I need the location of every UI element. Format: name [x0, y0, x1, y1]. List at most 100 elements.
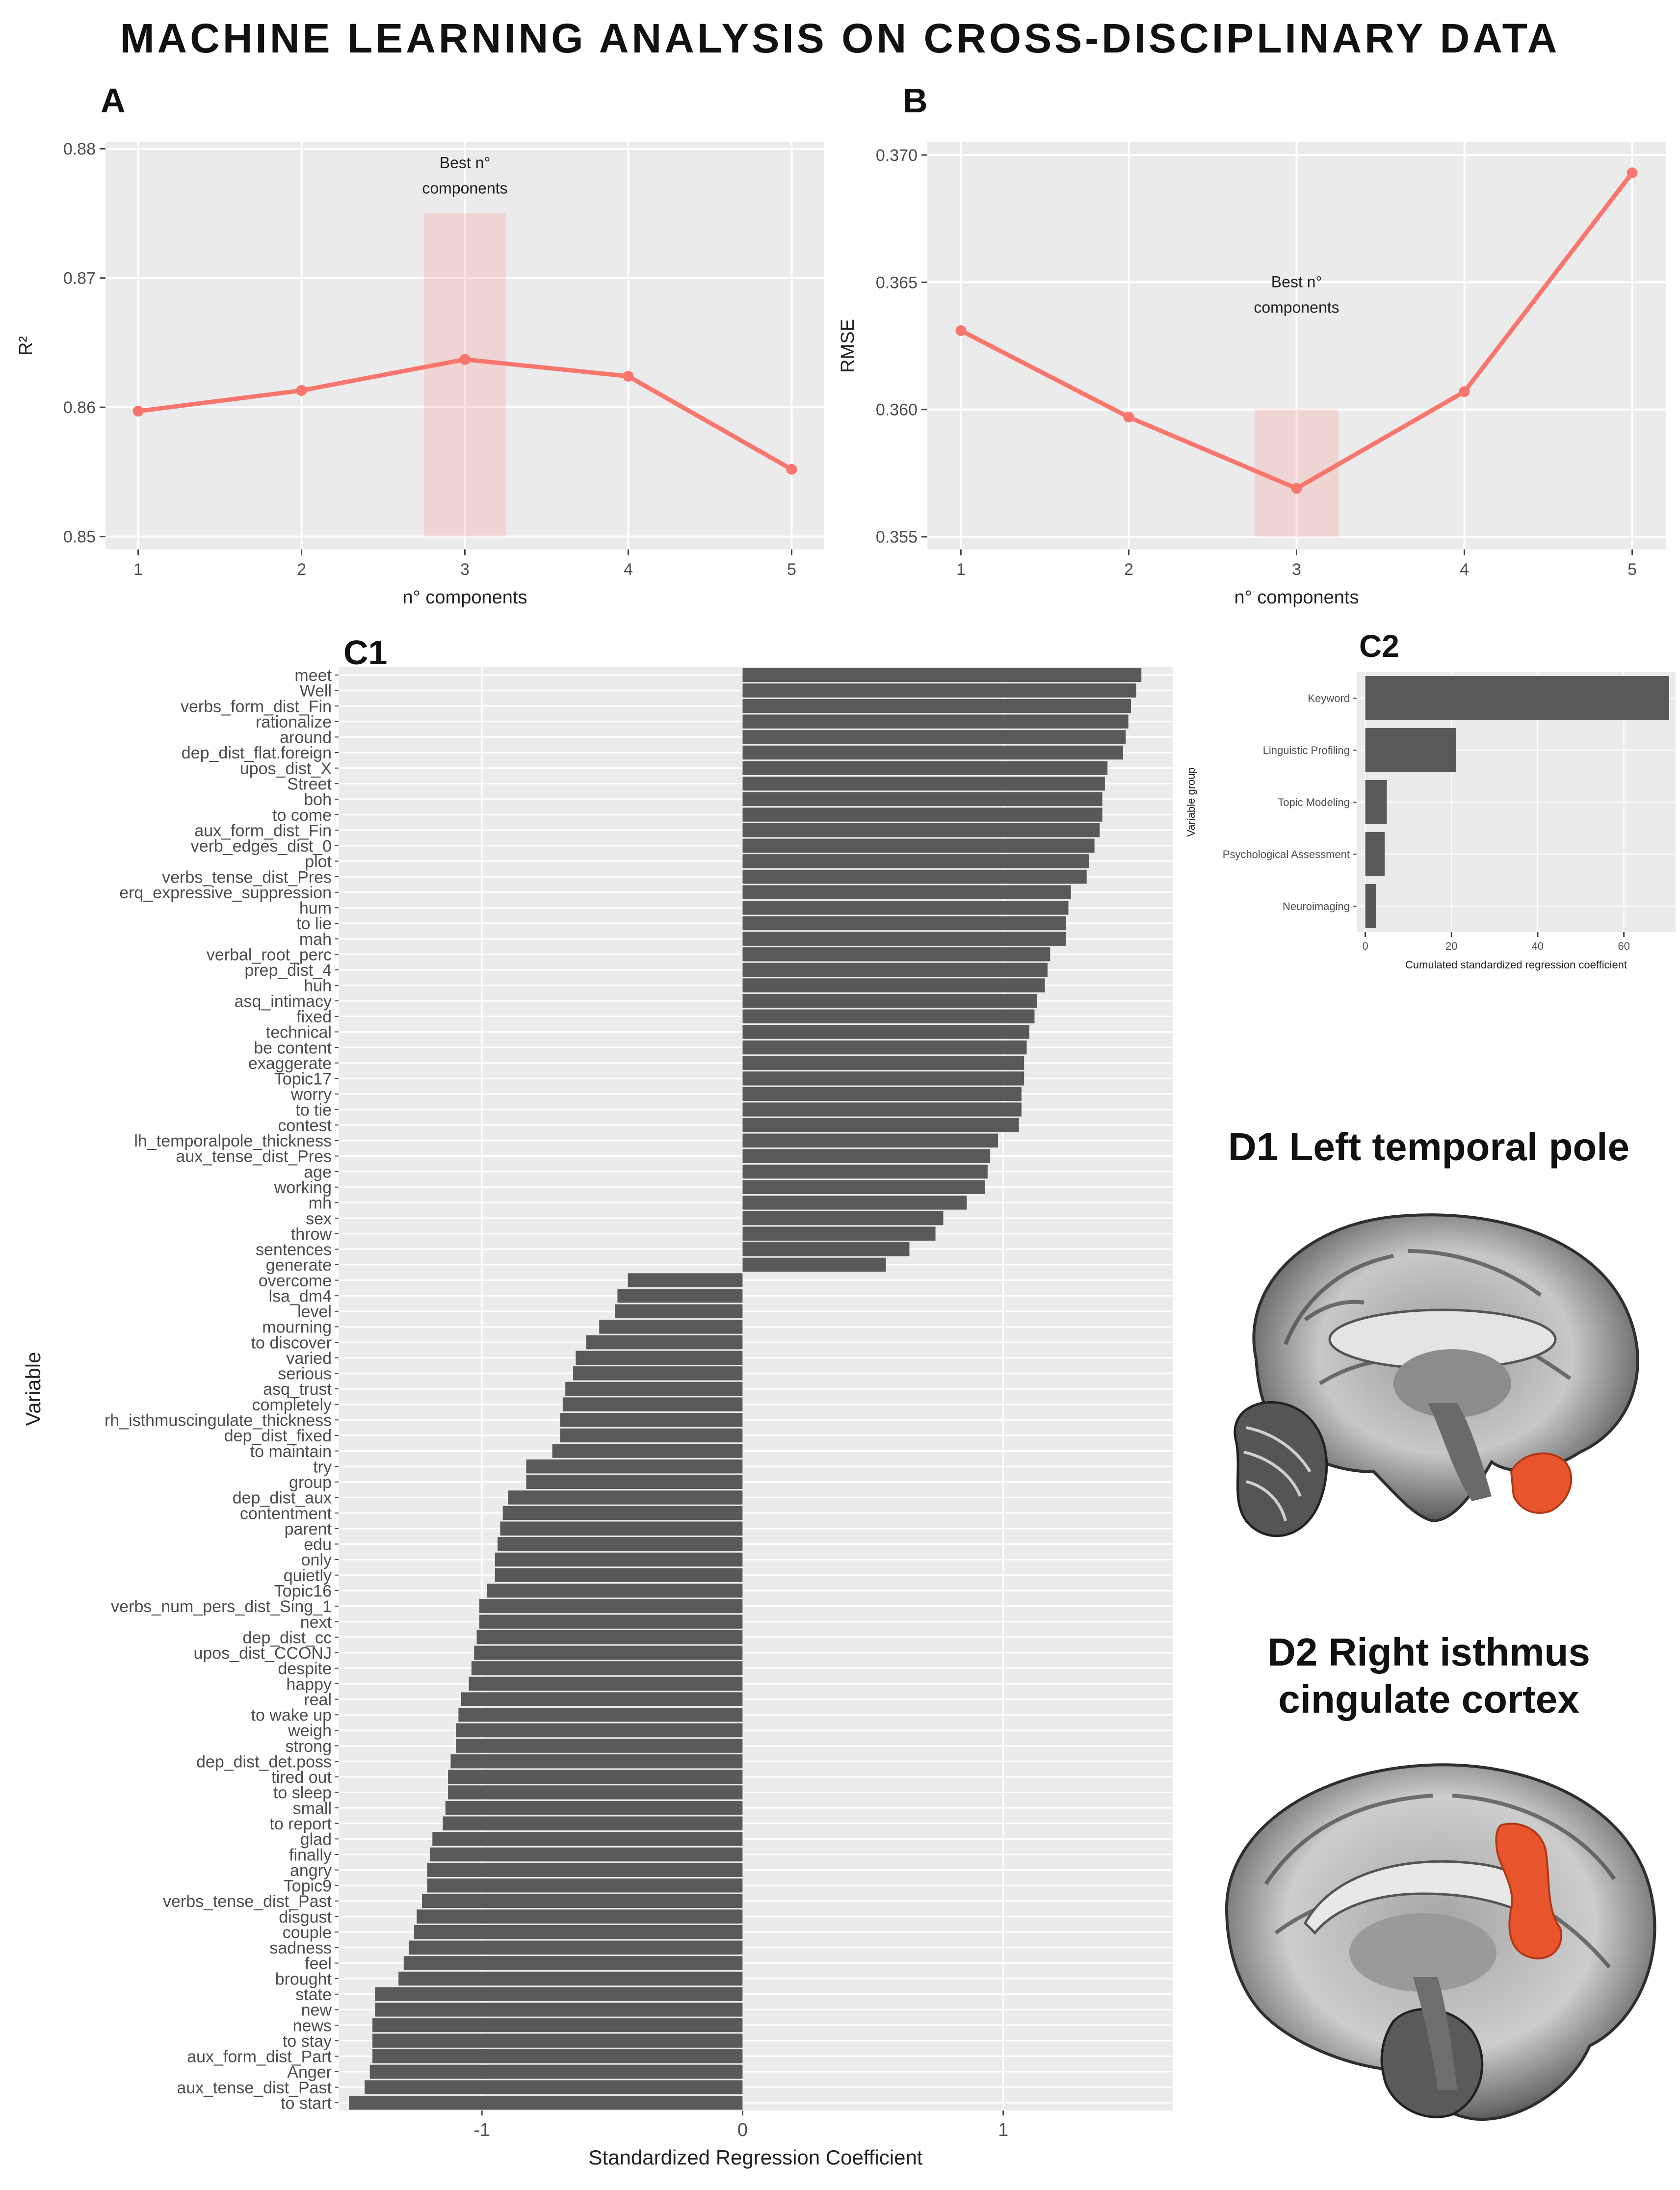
bar: [742, 885, 1071, 899]
x-tick-label: 5: [787, 560, 796, 579]
bar: [742, 869, 1087, 884]
annotation-line2: components: [1254, 299, 1339, 316]
bar: [372, 2034, 743, 2048]
bar: [742, 714, 1129, 729]
annotation-line1: Best n°: [440, 154, 491, 172]
bar-category-label: verbal_root_perc: [207, 945, 332, 964]
bar: [429, 1847, 743, 1862]
x-axis-title: n° components: [1234, 587, 1359, 608]
panel-label-c2: C2: [1359, 628, 1399, 664]
bar: [1365, 676, 1669, 721]
brain-d2-brainstem: [1413, 1977, 1457, 2090]
bar: [742, 932, 1066, 946]
bar: [742, 1211, 944, 1225]
data-point: [459, 354, 471, 365]
bar-category-label: to sleep: [273, 1784, 332, 1802]
bar-category-label: serious: [278, 1365, 332, 1383]
bar-category-label: verb_edges_dist_0: [191, 837, 332, 856]
y-tick-label: 0.85: [63, 528, 96, 547]
bar: [562, 1397, 743, 1411]
x-tick-label: 3: [460, 560, 470, 579]
brain-d2-medial-image: [1225, 1763, 1656, 2121]
bar-category-label: dep_dist_cc: [243, 1628, 332, 1647]
bar-category-label: aux_tense_dist_Pres: [176, 1147, 332, 1166]
bar-category-label: aux_form_dist_Fin: [194, 821, 332, 840]
bar-category-label: aux_tense_dist_Past: [177, 2079, 332, 2097]
bar: [372, 2049, 743, 2063]
data-point: [955, 325, 967, 336]
x-tick-label: 1: [133, 560, 143, 579]
bar-category-label: news: [293, 2016, 332, 2035]
bar: [375, 2003, 743, 2017]
brain-d2-isthmus-cingulate-highlight: [1495, 1823, 1562, 1959]
bar-category-label: small: [293, 1799, 332, 1818]
bar-category-label: Psychological Assessment: [1223, 848, 1350, 860]
chart-c1-coefficients: -1 0 1 meetWellverbs_form_dist_Finrationali…: [22, 666, 1173, 2169]
d2-label-line2: cingulate cortex: [1278, 1677, 1579, 1721]
x-tick-label: 0: [737, 2120, 748, 2140]
data-point: [623, 370, 634, 382]
bar: [479, 1615, 743, 1629]
bar-category-label: new: [301, 2001, 332, 2020]
bar-category-label: to maintain: [250, 1442, 332, 1461]
y-axis-title: Variable: [22, 1352, 45, 1426]
bar: [742, 730, 1126, 744]
bar-category-label: dep_dist_flat.foreign: [182, 744, 332, 762]
bar-category-label: edu: [304, 1536, 332, 1554]
bar-category-label: mah: [299, 930, 332, 949]
bar: [742, 1226, 936, 1241]
bar-category-label: glad: [300, 1830, 332, 1849]
bar: [560, 1413, 743, 1427]
bar: [742, 1149, 991, 1163]
data-point: [1459, 386, 1470, 397]
bar-category-label: plot: [305, 853, 332, 871]
bar: [458, 1708, 743, 1722]
bar: [398, 1971, 743, 1986]
bar-category-label: to lie: [296, 914, 332, 933]
bar: [560, 1428, 743, 1443]
bar: [742, 1009, 1035, 1024]
bar: [742, 1180, 985, 1194]
bar: [450, 1754, 743, 1769]
bar: [471, 1661, 743, 1675]
chart-c2-variable-groups: 0 20 40 60 Keyword Linguistic Profiling Topic …: [1185, 672, 1676, 971]
bar: [742, 699, 1131, 713]
bar: [617, 1288, 743, 1303]
bar: [403, 1956, 743, 1970]
bar: [1365, 884, 1376, 929]
bar-category-label: mh: [309, 1194, 332, 1213]
bar: [526, 1459, 743, 1474]
bar: [742, 1040, 1027, 1055]
bar: [1365, 728, 1456, 773]
bar-category-label: Topic9: [284, 1877, 332, 1896]
d2-label-line1: D2 Right isthmus: [1267, 1630, 1590, 1674]
x-tick-label: 60: [1618, 940, 1629, 952]
y-axis-title: R²: [16, 336, 36, 356]
bar: [495, 1568, 743, 1582]
bar-category-label: to start: [281, 2094, 332, 2112]
x-axis-title: Cumulated standardized regression coeffi…: [1405, 959, 1627, 971]
bar-category-label: rationalize: [256, 713, 332, 731]
bar: [1365, 780, 1387, 825]
data-point: [1627, 167, 1638, 179]
bar-category-label: be content: [254, 1039, 332, 1057]
bar: [742, 761, 1108, 775]
bar-category-label: weigh: [288, 1721, 332, 1740]
bar-category-label: huh: [304, 977, 332, 995]
bar-category-label: verbs_form_dist_Fin: [181, 697, 332, 716]
bar: [742, 683, 1136, 698]
bar: [586, 1335, 743, 1350]
bar: [742, 745, 1124, 760]
bar: [742, 1242, 910, 1256]
bar: [409, 1940, 743, 1955]
bar-category-label: throw: [291, 1225, 332, 1244]
bar: [495, 1552, 743, 1567]
x-tick-label: 2: [1124, 560, 1133, 579]
bar-category-label: exaggerate: [248, 1054, 332, 1073]
bar-category-label: lsa_dm4: [268, 1287, 332, 1305]
data-point: [132, 406, 144, 417]
bar: [576, 1351, 743, 1365]
chart-a-r2-line: 0.85 0.86 0.87 0.88 1 2 3 4 5 Best n° components n°…: [16, 140, 824, 608]
annotation-line1: Best n°: [1271, 273, 1322, 291]
brain-d1-temporal-pole-highlight: [1510, 1452, 1573, 1514]
